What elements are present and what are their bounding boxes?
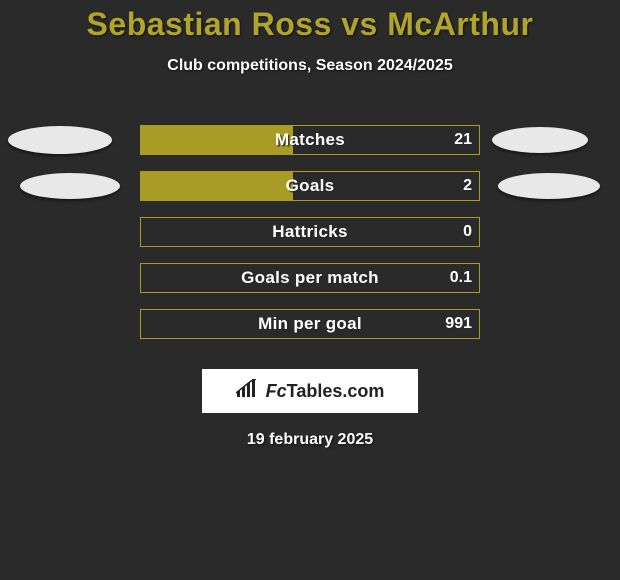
stat-row-min-per-goal: Min per goal 991 xyxy=(0,301,620,347)
player1-token xyxy=(20,173,120,199)
stat-label: Goals xyxy=(141,172,479,200)
stats-area: Matches 21 Goals 2 Hattricks xyxy=(0,117,620,347)
stat-label: Matches xyxy=(141,126,479,154)
stat-bar-track: Goals per match xyxy=(140,263,480,293)
player1-token xyxy=(8,126,112,154)
stat-value-right: 21 xyxy=(454,131,472,149)
logo-text: FcTables.com xyxy=(266,381,385,402)
stat-label: Hattricks xyxy=(141,218,479,246)
player2-token xyxy=(492,127,588,153)
page-title: Sebastian Ross vs McArthur xyxy=(0,6,620,43)
subtitle: Club competitions, Season 2024/2025 xyxy=(0,57,620,75)
stat-row-hattricks: Hattricks 0 xyxy=(0,209,620,255)
logo-text-rest: Tables.com xyxy=(287,381,385,401)
stat-value-right: 0.1 xyxy=(450,269,472,287)
stat-bar-track: Goals xyxy=(140,171,480,201)
stat-value-right: 991 xyxy=(445,315,472,333)
widget-container: Sebastian Ross vs McArthur Club competit… xyxy=(0,6,620,580)
stat-row-matches: Matches 21 xyxy=(0,117,620,163)
stat-bar-track: Matches xyxy=(140,125,480,155)
stat-value-right: 2 xyxy=(463,177,472,195)
stat-row-goals-per-match: Goals per match 0.1 xyxy=(0,255,620,301)
stat-bar-track: Hattricks xyxy=(140,217,480,247)
stat-label: Min per goal xyxy=(141,310,479,338)
stat-row-goals: Goals 2 xyxy=(0,163,620,209)
fctables-logo[interactable]: FcTables.com xyxy=(202,369,418,413)
player2-token xyxy=(498,173,600,199)
logo-text-fc: Fc xyxy=(266,381,287,401)
stat-bar-track: Min per goal xyxy=(140,309,480,339)
stat-label: Goals per match xyxy=(141,264,479,292)
bar-chart-icon xyxy=(236,379,260,404)
date-line: 19 february 2025 xyxy=(0,431,620,449)
stat-value-right: 0 xyxy=(463,223,472,241)
